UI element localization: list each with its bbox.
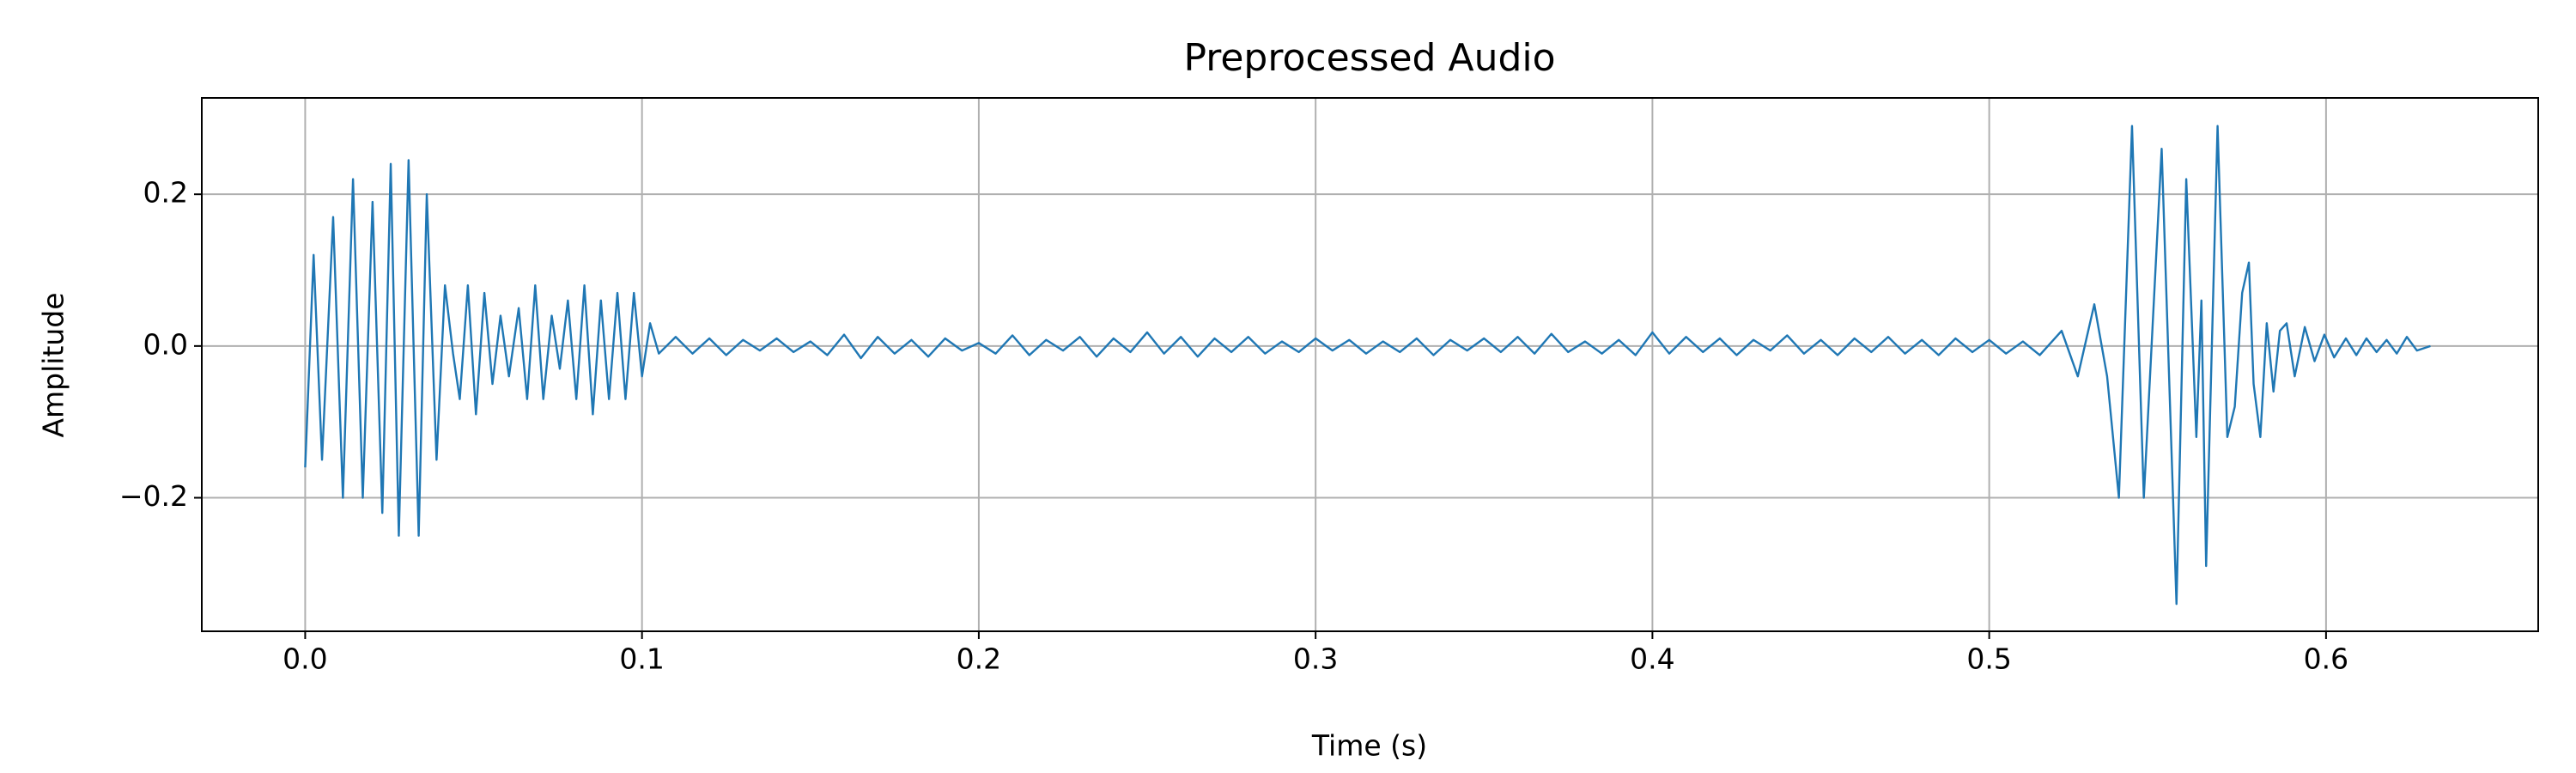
x-tick-label: 0.1 (619, 642, 664, 676)
x-tick-label: 0.2 (957, 642, 1001, 676)
y-axis-label: Amplitude (37, 292, 70, 437)
waveform-line (304, 125, 2431, 606)
y-tick-label: −0.2 (119, 479, 188, 513)
y-tick-label: 0.2 (143, 176, 188, 210)
x-tick-label: 0.0 (283, 642, 327, 676)
plot-frame (201, 97, 2539, 632)
x-axis-label: Time (s) (1311, 729, 1427, 763)
x-tick-label: 0.6 (2304, 642, 2348, 676)
x-tick-label: 0.5 (1966, 642, 2011, 676)
y-tick-label: 0.0 (143, 327, 188, 361)
chart-title: Preprocessed Audio (1183, 36, 1555, 80)
x-tick-label: 0.4 (1630, 642, 1674, 676)
x-tick-label: 0.3 (1293, 642, 1338, 676)
